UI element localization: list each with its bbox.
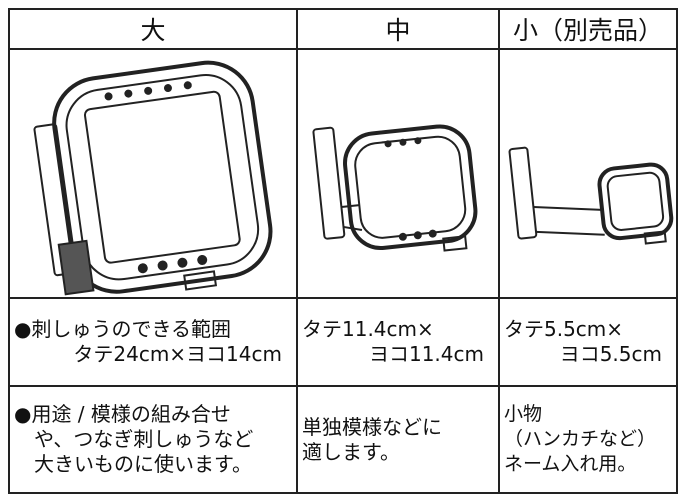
cell: 小物 （ハンカチなど） ネーム入れ用。 [498, 385, 678, 494]
medium-hoop [312, 124, 478, 252]
header-cell: 小（別売品） [498, 8, 678, 50]
cell-line: タテ5.5cm× [504, 317, 624, 341]
cell: 単独模様などに 適します。 [296, 385, 500, 494]
cell: ●用途 / 模様の組み合せ や、つなぎ刺しゅうなど 大きいものに使います。 [8, 385, 298, 494]
image-cell [498, 48, 678, 299]
cell-line: ヨコ11.4cm [368, 342, 484, 366]
cell-line: タテ24cm×ヨコ14cm [73, 342, 282, 366]
cell-line: 小物 [504, 403, 543, 425]
cell: タテ11.4cm× ヨコ11.4cm [296, 297, 500, 387]
image-cell [296, 48, 500, 299]
cell-line: 大きいものに使います。 [34, 452, 252, 476]
cell-line: 単独模様などに [302, 414, 442, 439]
cell-line: や、つなぎ刺しゅうなど [34, 427, 254, 451]
header-cell: 大 [8, 8, 298, 50]
cell-line: （ハンカチなど） [504, 428, 657, 450]
cell-line: ●用途 / 模様の組み合せ [14, 402, 231, 426]
cell: タテ5.5cm× ヨコ5.5cm [498, 297, 678, 387]
header-cell: 中 [296, 8, 500, 50]
cell-line: 適します。 [302, 439, 400, 464]
cell-line: ●刺しゅうのできる範囲 [14, 317, 232, 341]
cell-line: ヨコ5.5cm [559, 342, 662, 366]
cell-line: タテ11.4cm× [302, 317, 434, 341]
cell: ●刺しゅうのできる範囲 タテ24cm×ヨコ14cm [8, 297, 298, 387]
hoop-table: 大 中 小（別売品） [8, 8, 678, 494]
image-cell [8, 48, 298, 299]
cell-line: ネーム入れ用。 [504, 453, 637, 475]
small-hoop [508, 146, 674, 245]
large-hoop [33, 60, 273, 296]
